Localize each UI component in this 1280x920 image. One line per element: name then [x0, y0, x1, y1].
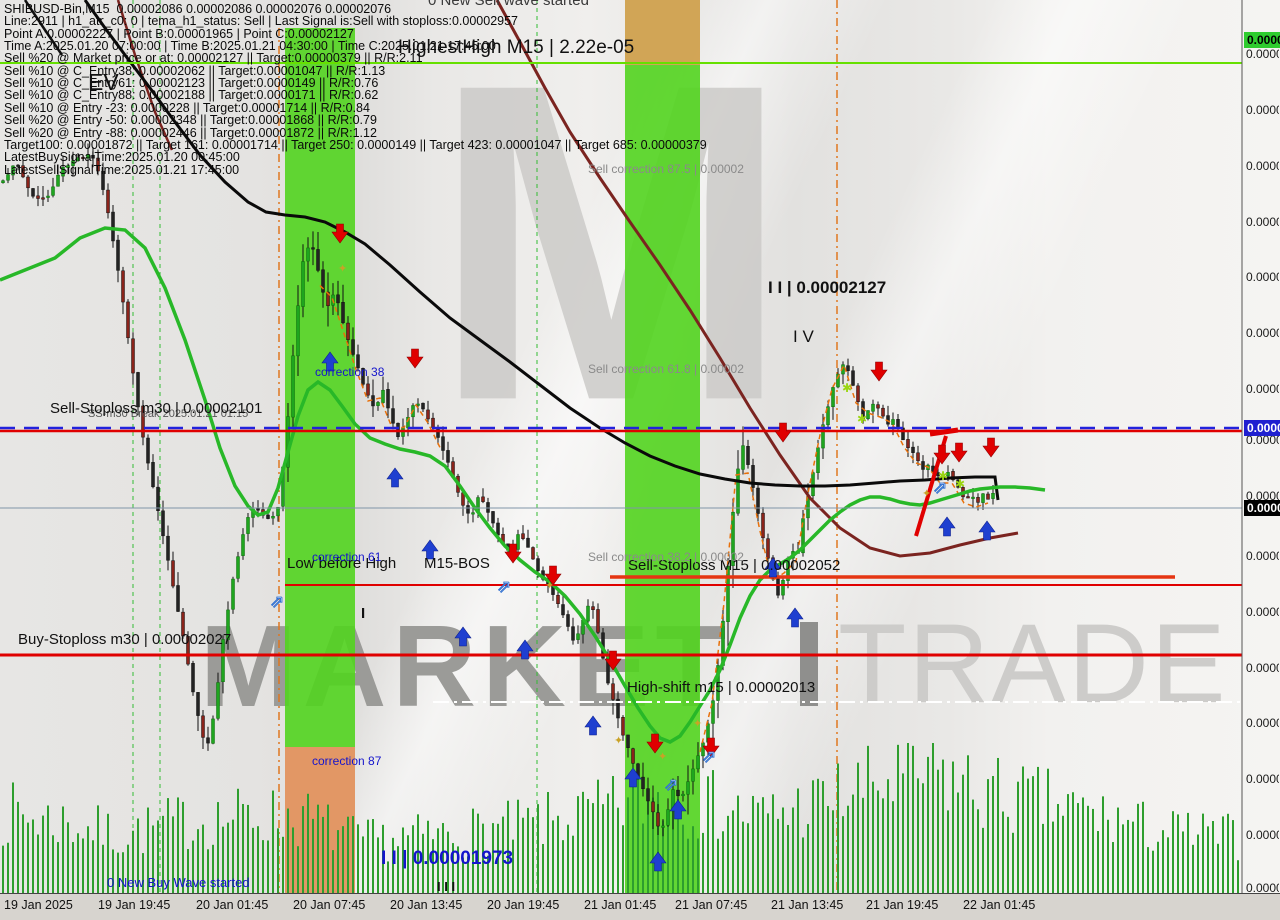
price-label: 0.0000: [1246, 828, 1279, 842]
price-label: 0.0000: [1246, 47, 1279, 61]
price-label: 0.0000: [1246, 605, 1279, 619]
time-axis[interactable]: 19 Jan 2025 19 Jan 19:45 20 Jan 01:45 20 Ja…: [0, 893, 1280, 920]
time-label: 21 Jan 13:45: [771, 898, 844, 912]
time-label: 19 Jan 19:45: [98, 898, 171, 912]
time-label: 21 Jan 07:45: [675, 898, 748, 912]
stoploss-price-label: 0.0000: [1244, 420, 1280, 436]
time-label: 20 Jan 19:45: [487, 898, 560, 912]
price-label: 0.0000: [1246, 215, 1279, 229]
price-label: 0.0000: [1246, 103, 1279, 117]
time-label: 20 Jan 07:45: [293, 898, 366, 912]
bid-price-label: 0.0000: [1244, 500, 1280, 516]
time-label: 22 Jan 01:45: [963, 898, 1036, 912]
time-label: 21 Jan 01:45: [584, 898, 657, 912]
price-label: 0.0000: [1246, 270, 1279, 284]
price-label: 0.0000: [1246, 549, 1279, 563]
time-label: 21 Jan 19:45: [866, 898, 939, 912]
price-label: 0.0000: [1246, 326, 1279, 340]
time-label: 19 Jan 2025: [4, 898, 73, 912]
price-label: 0.0000: [1246, 382, 1279, 396]
price-label: 0.0000: [1246, 772, 1279, 786]
price-label: 0.0000: [1246, 716, 1279, 730]
time-label: 20 Jan 13:45: [390, 898, 463, 912]
price-label: 0.0000: [1246, 159, 1279, 173]
time-label: 20 Jan 01:45: [196, 898, 269, 912]
price-label: 0.0000: [1246, 661, 1279, 675]
ask-price-label: 0.0000: [1244, 32, 1280, 48]
